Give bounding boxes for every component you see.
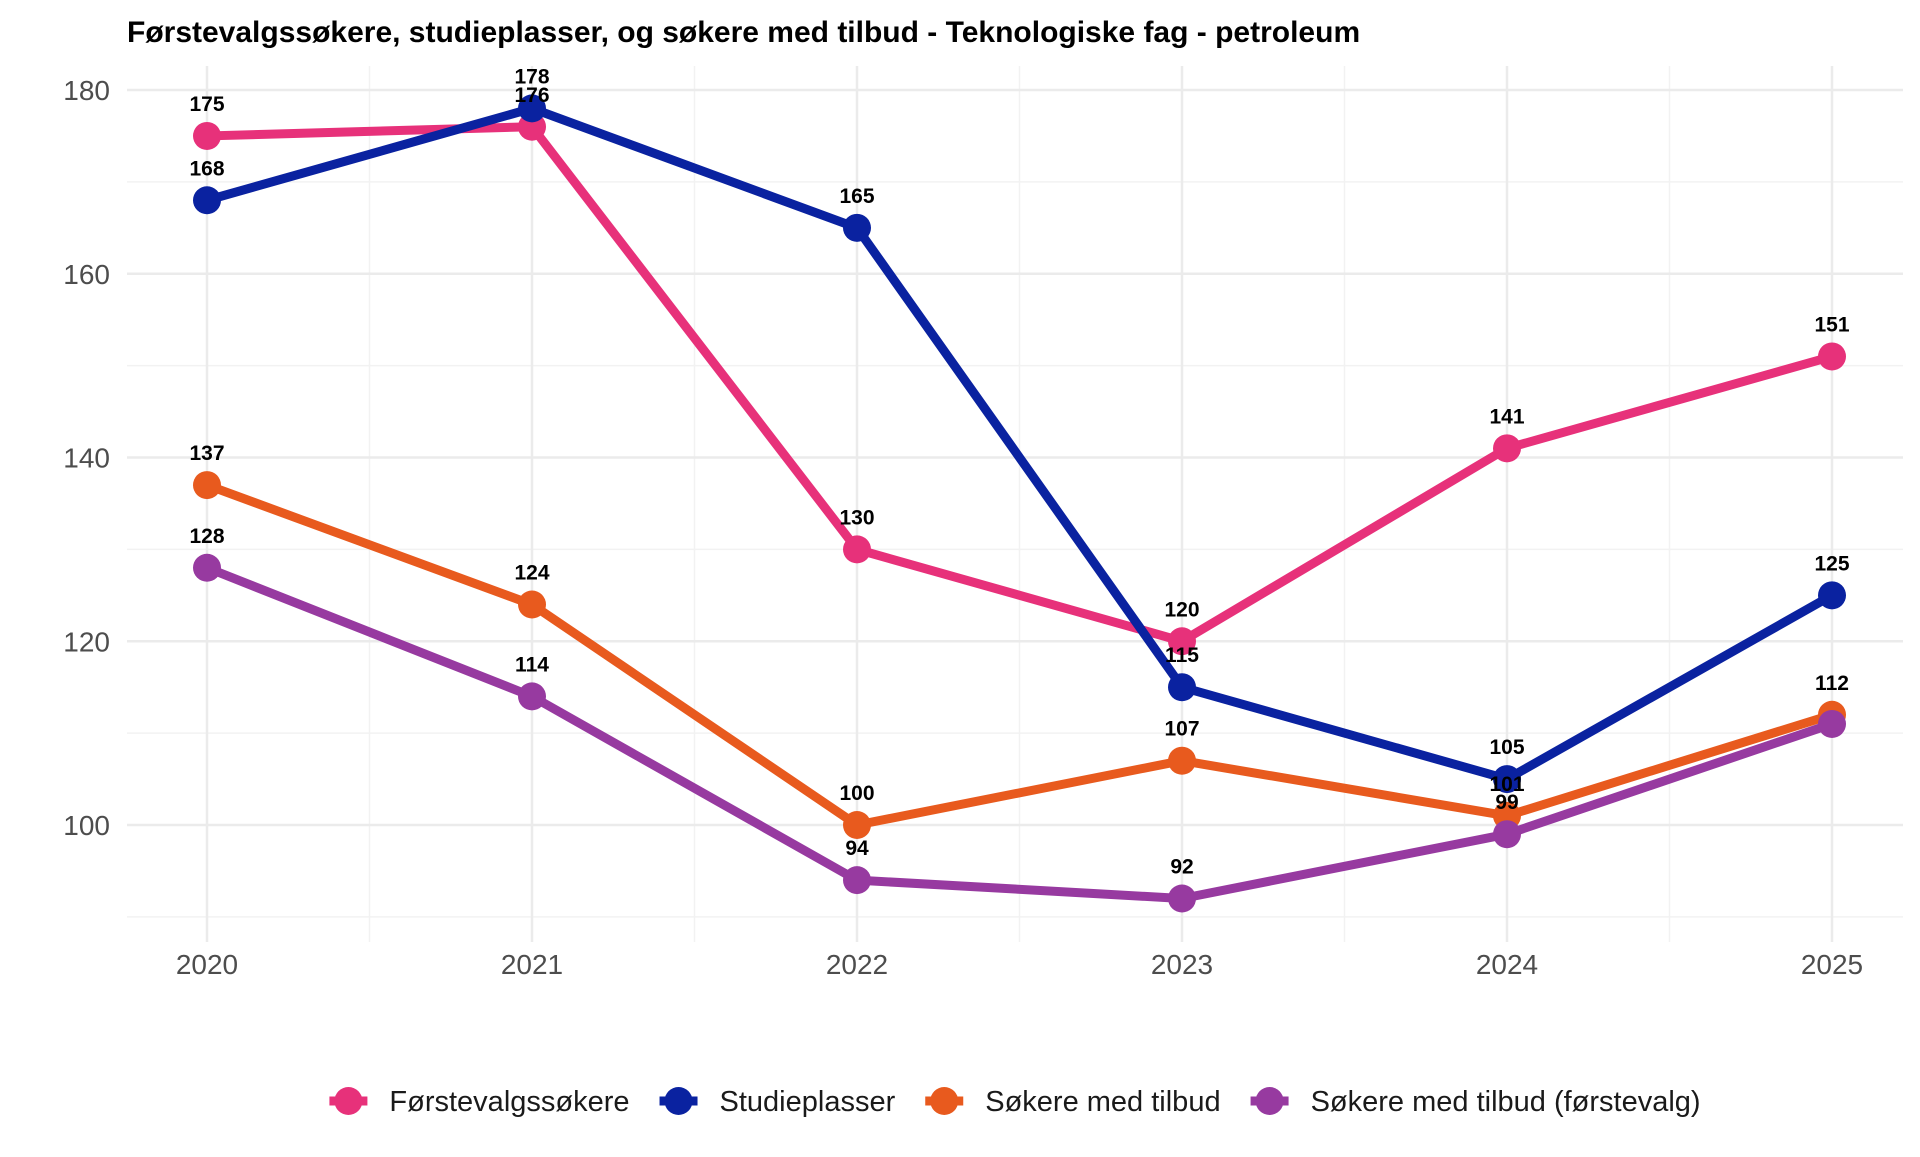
legend-item-sokere-med-tilbud: Søkere med tilbud (925, 1086, 1221, 1118)
data-label-studieplasser: 105 (1489, 736, 1524, 759)
data-point-sokere-med-tilbud-forstevalg (843, 866, 871, 895)
data-label-sokere-med-tilbud: 112 (1815, 672, 1849, 695)
data-labels: 175 176 130 120 141 151 168 178 165 115 105 125 137 1… (189, 65, 1849, 878)
data-label-forstevalgssokere: 176 (514, 84, 549, 107)
x-tick-label: 2020 (176, 949, 238, 980)
legend-key-point (334, 1087, 363, 1115)
data-label-forstevalgssokere: 130 (839, 506, 874, 529)
data-label-sokere-med-tilbud: 107 (1164, 718, 1199, 741)
legend-label: Søkere med tilbud (985, 1086, 1220, 1118)
y-tick-label: 120 (63, 626, 110, 657)
data-label-sokere-med-tilbud-forstevalg: 114 (515, 653, 549, 676)
data-point-sokere-med-tilbud-forstevalg (518, 682, 546, 711)
y-tick-label: 140 (63, 443, 110, 474)
data-point-studieplasser (1493, 765, 1521, 794)
data-point-sokere-med-tilbud (843, 811, 871, 839)
chart-title: Førstevalgssøkere, studieplasser, og søk… (127, 16, 1360, 49)
series-lines (202, 103, 1837, 903)
data-point-forstevalgssokere (1168, 627, 1196, 656)
data-point-forstevalgssokere (193, 121, 221, 150)
data-point-sokere-med-tilbud (1168, 746, 1196, 775)
legend-item-sokere-med-tilbud-forstevalg: Søkere med tilbud (førstevalg) (1250, 1086, 1701, 1118)
x-tick-label: 2023 (1151, 949, 1213, 980)
data-point-forstevalgssokere (1818, 342, 1846, 371)
data-label-studieplasser: 168 (189, 157, 224, 180)
data-point-sokere-med-tilbud (518, 590, 546, 619)
data-label-sokere-med-tilbud: 124 (514, 562, 549, 585)
legend-item-forstevalgssokere: Førstevalgssøkere (329, 1086, 630, 1118)
y-tick-label: 160 (63, 259, 110, 290)
data-label-forstevalgssokere: 151 (1814, 313, 1849, 336)
data-point-sokere-med-tilbud-forstevalg (1818, 709, 1846, 738)
data-point-studieplasser (1818, 581, 1846, 610)
data-label-sokere-med-tilbud-forstevalg: 92 (1170, 856, 1193, 879)
x-tick-label: 2025 (1801, 949, 1863, 980)
data-point-forstevalgssokere (1493, 434, 1521, 463)
data-point-forstevalgssokere (843, 535, 871, 564)
data-label-forstevalgssokere: 120 (1164, 598, 1199, 621)
data-label-sokere-med-tilbud: 100 (839, 782, 874, 805)
legend-item-studieplasser: Studieplasser (659, 1086, 896, 1118)
x-tick-label: 2021 (501, 949, 563, 980)
data-label-sokere-med-tilbud: 101 (1489, 773, 1524, 796)
data-point-sokere-med-tilbud-forstevalg (1493, 820, 1521, 849)
legend-key-point (930, 1087, 959, 1115)
legend: Førstevalgssøkere Studieplasser Søkere med… (329, 1086, 1701, 1118)
data-point-sokere-med-tilbud (193, 471, 221, 500)
data-label-studieplasser: 115 (1165, 644, 1199, 667)
data-label-sokere-med-tilbud-forstevalg: 99 (1495, 791, 1518, 814)
legend-label: Førstevalgssøkere (389, 1086, 629, 1118)
data-label-studieplasser: 178 (514, 65, 549, 88)
data-point-studieplasser (193, 186, 221, 215)
data-point-studieplasser (518, 94, 546, 123)
series-line-studieplasser (202, 103, 1837, 784)
series-line-sokere-med-tilbud (202, 480, 1837, 830)
legend-label: Studieplasser (720, 1086, 896, 1118)
data-label-forstevalgssokere: 175 (189, 93, 224, 116)
y-tick-label: 100 (63, 810, 110, 841)
legend-key-point (664, 1087, 693, 1115)
series-points (193, 94, 1846, 913)
x-tick-label: 2022 (826, 949, 888, 980)
grid (127, 66, 1903, 942)
data-point-studieplasser (1168, 673, 1196, 702)
y-tick-label: 180 (63, 75, 110, 106)
data-label-studieplasser: 125 (1814, 552, 1849, 575)
data-point-studieplasser (843, 213, 871, 242)
x-tick-label: 2024 (1476, 949, 1538, 980)
legend-label: Søkere med tilbud (førstevalg) (1311, 1086, 1701, 1118)
data-label-sokere-med-tilbud: 137 (189, 442, 224, 465)
legend-key-point (1255, 1087, 1284, 1115)
data-point-sokere-med-tilbud-forstevalg (193, 553, 221, 582)
data-label-studieplasser: 165 (839, 185, 874, 208)
data-label-forstevalgssokere: 141 (1489, 405, 1524, 428)
data-label-sokere-med-tilbud-forstevalg: 128 (189, 525, 224, 548)
data-point-sokere-med-tilbud-forstevalg (1168, 884, 1196, 913)
axis-tick-labels: 100 120 140 160 180 2020 2021 2022 2023 2024 2025 (63, 75, 1863, 980)
series-line-sokere-med-tilbud-forstevalg (202, 563, 1837, 903)
data-label-sokere-med-tilbud-forstevalg: 94 (845, 837, 869, 860)
